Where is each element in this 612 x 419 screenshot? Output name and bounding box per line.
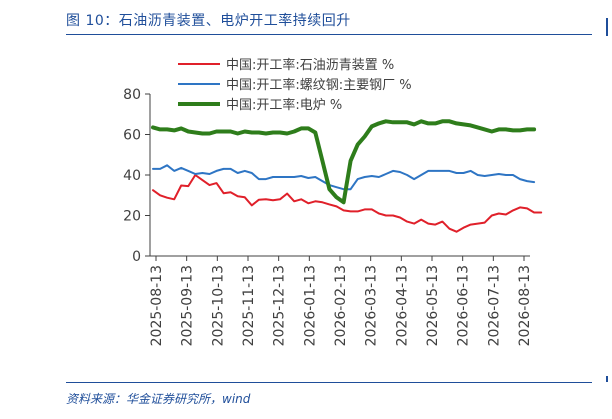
x-tick-label: 2026-05-13: [425, 265, 441, 346]
series-line-2: [152, 164, 536, 191]
footer-rule: [66, 382, 592, 383]
source-note: 资料来源：华金证券研究所，wind: [66, 392, 251, 406]
x-tick-label: 2026-08-13: [517, 265, 533, 346]
legend-label-2: 中国:开工率:螺纹钢:主要钢厂 %: [226, 77, 412, 93]
title-rule: [66, 34, 592, 35]
y-tick-label: 40: [123, 168, 141, 184]
x-tick-label: 2025-10-13: [210, 265, 226, 346]
right-edge-mark-top: [606, 18, 608, 36]
x-tick-label: 2025-12-13: [272, 265, 288, 346]
x-tick-label: 2026-07-13: [486, 265, 502, 346]
x-tick-label: 2026-03-13: [364, 265, 380, 346]
y-tick-label: 80: [123, 87, 141, 103]
figure-title: 图 10：石油沥青装置、电炉开工率持续回升: [66, 13, 351, 29]
chart-legend: 中国:开工率:石油沥青装置 % 中国:开工率:螺纹钢:主要钢厂 % 中国:开工率:电…: [178, 57, 412, 113]
x-tick-label: 2025-08-13: [149, 265, 165, 346]
x-tick-label: 2026-01-13: [302, 265, 318, 346]
y-tick-label: 0: [132, 249, 141, 265]
x-tick-label: 2025-09-13: [180, 265, 196, 346]
series-line-1: [152, 174, 543, 233]
plot-lines: [151, 119, 543, 233]
series-line-3: [151, 119, 537, 205]
x-tick-label: 2025-11-13: [241, 265, 257, 346]
y-tick-label: 20: [123, 209, 141, 225]
legend-label-3: 中国:开工率:电炉 %: [226, 97, 342, 113]
x-tick-label: 2026-06-13: [456, 265, 472, 346]
right-edge-mark-bottom: [606, 376, 608, 382]
chart-axes: 0 20 40 60 80 2025-08-13 2025-09-13 2025-10-13 2…: [123, 87, 533, 346]
x-tick-label: 2026-04-13: [394, 265, 410, 346]
x-tick-label: 2026-02-13: [333, 265, 349, 346]
legend-label-1: 中国:开工率:石油沥青装置 %: [226, 57, 394, 73]
y-tick-label: 60: [123, 128, 141, 144]
